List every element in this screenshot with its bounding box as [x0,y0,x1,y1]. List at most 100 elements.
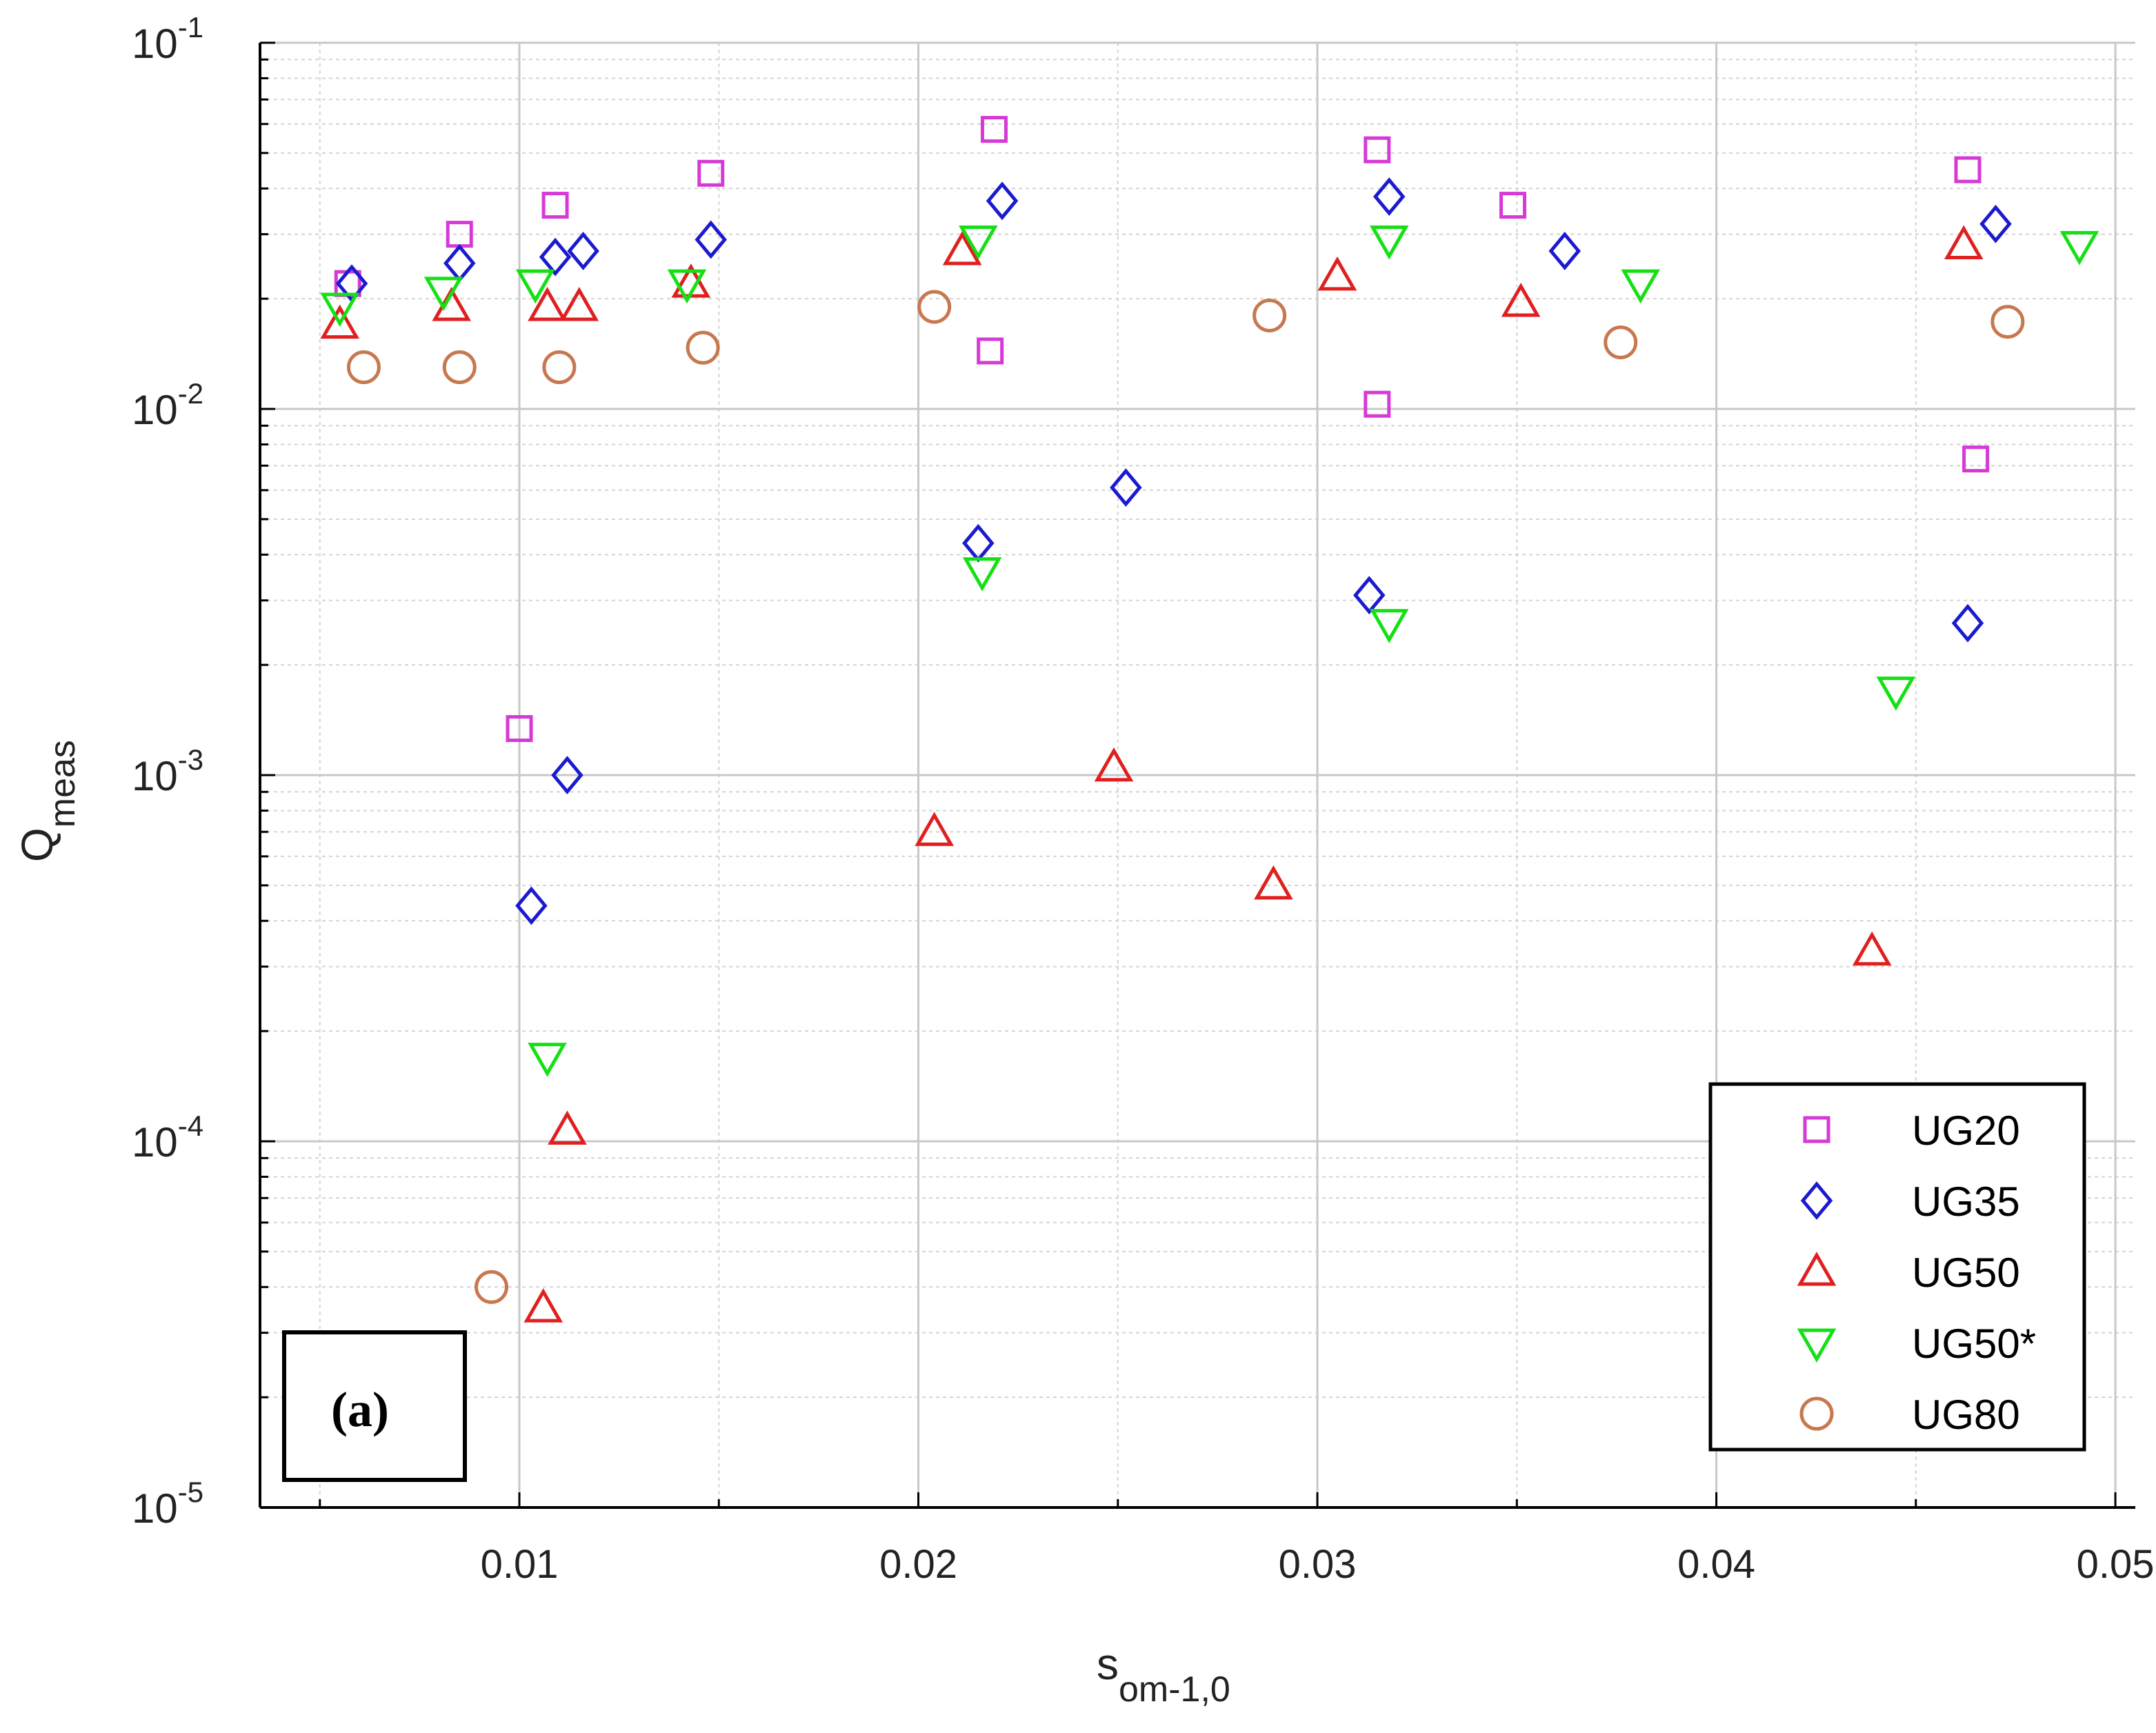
y-tick-exponent: -5 [178,1476,203,1508]
data-point [977,337,1004,365]
data-point [528,1043,567,1077]
data-point [1364,390,1391,418]
y-tick-label: 10-5 [132,1476,203,1532]
data-point [1110,468,1142,507]
data-point [551,756,583,794]
panel-label: (a) [331,1382,389,1437]
x-axis-label-sub: om-1,0 [1119,1670,1230,1710]
series-ug80 [346,290,2025,1304]
data-point [1317,256,1357,291]
x-axis-label: som-1,0 [1097,1639,1230,1710]
series-ug50-star [320,225,2099,1077]
data-point [1621,269,1660,304]
y-tick-exponent: -1 [178,11,203,43]
series-ug50 [320,225,1984,1323]
y-tick-base: 10 [132,387,178,433]
data-point [1852,931,1892,966]
x-tick-label: 0.05 [2077,1542,2155,1587]
data-point [1944,225,1984,260]
y-axis-ticks: 10-110-210-310-410-5 [132,11,203,1532]
legend: UG20 UG35 UG50 UG50* UG80 [1708,1082,2086,1452]
series-ug20 [334,116,1990,743]
y-axis-label-main: Q [12,828,62,862]
data-point [320,292,360,328]
data-point [1369,225,1409,260]
data-point [346,350,381,384]
y-tick-base: 10 [132,1119,178,1165]
data-point [542,350,577,384]
data-point [1353,576,1386,614]
data-point [986,181,1019,221]
data-point [942,230,982,266]
y-tick-exponent: -2 [178,377,203,410]
data-point [980,116,1008,143]
y-axis-label-sub: meas [43,740,83,828]
data-point [559,286,599,321]
data-point [1252,298,1287,332]
legend-entries: UG20 UG35 UG50 UG50* UG80 [1797,1108,2036,1438]
axes [259,41,2135,1509]
y-tick-label: 10-4 [132,1110,203,1165]
y-tick-label: 10-1 [132,11,203,67]
data-point [475,1270,509,1304]
data-point [506,715,533,743]
legend-label: UG50 [1912,1250,2020,1296]
data-point [320,304,360,339]
series-ug35 [335,177,2012,925]
legend-entry: UG35 [1800,1179,2020,1225]
data-point [917,290,952,324]
data-point [1501,282,1541,317]
data-point [515,269,555,304]
y-tick-base: 10 [132,753,178,799]
data-point [2059,231,2099,266]
x-tick-label: 0.03 [1279,1542,1357,1587]
legend-marker [1797,1251,1837,1286]
y-tick-exponent: -4 [178,1110,203,1142]
x-tick-label: 0.02 [879,1542,957,1587]
legend-label: UG35 [1912,1179,2020,1225]
data-point [515,886,548,925]
legend-entry: UG50 [1797,1250,2020,1296]
data-point [697,159,725,187]
data-point [667,269,707,304]
data-point [1369,609,1409,643]
y-axis-label: Qmeas [12,740,83,862]
data-point [1548,232,1581,270]
data-point [1979,204,2012,243]
panel-label-box: (a) [282,1330,467,1482]
legend-entry: UG50* [1797,1321,2036,1367]
legend-entry: UG20 [1803,1108,2020,1154]
data-point [695,220,727,259]
legend-marker [1803,1116,1830,1143]
data-point [1954,156,1982,183]
data-point [539,237,572,277]
legend-marker [1800,1181,1833,1220]
data-point [1373,177,1406,217]
data-point [541,192,569,219]
data-point [423,277,463,311]
data-point [548,1110,587,1145]
data-point [442,350,477,384]
x-axis-ticks: 0.01 0.02 0.03 0.04 0.05 [481,1542,2155,1587]
legend-box [1708,1082,2086,1452]
y-tick-exponent: -3 [178,743,203,776]
y-tick-base: 10 [132,1485,178,1532]
x-tick-label: 0.01 [481,1542,559,1587]
data-point [1962,445,1990,473]
legend-label: UG80 [1912,1392,2020,1438]
data-point [915,812,954,846]
y-tick-label: 10-2 [132,377,203,433]
legend-label: UG50* [1912,1321,2036,1367]
data-point [1876,677,1916,711]
data-point [1951,603,1984,643]
data-points [320,116,2099,1323]
data-point [1254,865,1293,900]
legend-marker [1799,1396,1834,1431]
legend-marker [1797,1328,1837,1363]
legend-entry: UG80 [1799,1392,2020,1438]
data-point [1604,325,1638,359]
data-point [686,330,720,365]
data-point [1364,136,1391,163]
data-point [1990,305,2025,339]
